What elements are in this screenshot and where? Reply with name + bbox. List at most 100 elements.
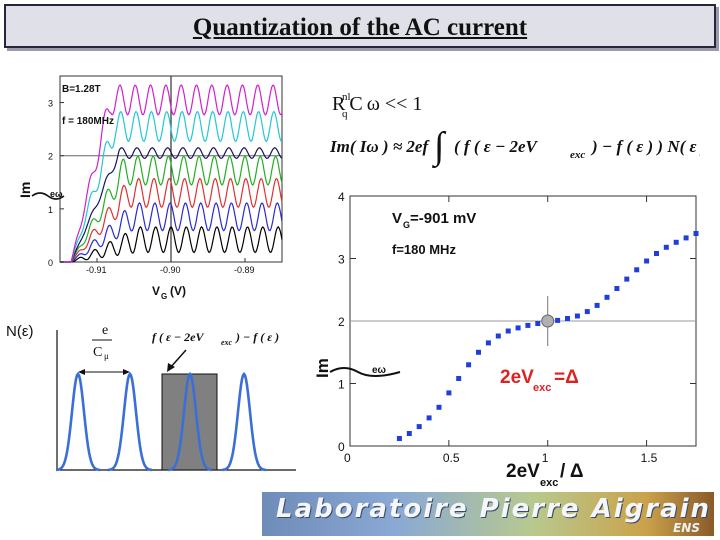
data-point bbox=[505, 328, 511, 334]
condition-sub: q bbox=[342, 108, 348, 120]
y-axis-label: Im bbox=[313, 358, 332, 378]
y-tick-label: 4 bbox=[338, 192, 345, 204]
series-line bbox=[60, 177, 283, 263]
data-point bbox=[604, 294, 610, 300]
dos-peak bbox=[107, 371, 153, 472]
x-tick-label: 0.5 bbox=[443, 451, 460, 465]
series-line bbox=[60, 226, 283, 263]
spacing-denominator-sub: μ bbox=[104, 351, 109, 361]
data-point bbox=[644, 258, 650, 264]
lab-banner-text: Laboratoire Pierre Aigrain bbox=[276, 494, 712, 524]
x-tick-label: 1.5 bbox=[641, 451, 658, 465]
annotation-gate-sub: G bbox=[403, 220, 410, 230]
integrand-tail: ) − f ( ε ) ) N( ε ) dε bbox=[590, 137, 700, 156]
x-tick-label: -0.90 bbox=[160, 265, 181, 275]
y-axis-annotation: eω bbox=[372, 365, 387, 376]
spacing-numerator: e bbox=[102, 323, 108, 338]
formula-area: R C ω << 1 nl q Im( Iω ) ≈ 2ef ∫ ( f ( ε… bbox=[329, 91, 700, 169]
x-axis-unit: (V) bbox=[170, 284, 186, 298]
lab-banner-sub: ENS bbox=[673, 521, 700, 535]
highlight-label: 2eV bbox=[500, 367, 534, 388]
data-point bbox=[446, 390, 452, 396]
x-axis-label-sub: exc bbox=[540, 477, 558, 489]
data-point bbox=[456, 376, 462, 381]
data-point bbox=[416, 424, 422, 430]
data-point bbox=[683, 235, 689, 241]
y-tick-label: 0 bbox=[48, 258, 53, 268]
series-line bbox=[60, 155, 283, 263]
spacing-denominator: C bbox=[93, 345, 102, 360]
condition-sup: nl bbox=[342, 91, 351, 103]
y-axis-brace bbox=[31, 192, 65, 200]
data-point bbox=[426, 415, 432, 421]
y-tick-label: 1 bbox=[48, 205, 53, 215]
x-axis-label: V bbox=[152, 284, 160, 298]
y-tick-label: 3 bbox=[338, 253, 345, 267]
x-axis-label-sub: G bbox=[161, 292, 167, 301]
series-group bbox=[60, 84, 283, 263]
data-point bbox=[515, 325, 521, 331]
data-point bbox=[466, 362, 472, 368]
data-point bbox=[614, 286, 620, 291]
y-tick-label: 1 bbox=[338, 378, 345, 392]
x-tick-label: 0 bbox=[344, 451, 351, 465]
condition-formula: R C ω << 1 bbox=[332, 93, 422, 115]
highlight-point bbox=[541, 314, 555, 328]
x-tick-label: 1 bbox=[542, 451, 549, 465]
im-lhs: Im( Iω ) ≈ 2ef bbox=[329, 137, 430, 156]
data-point bbox=[574, 313, 580, 319]
y-axis-label: Im bbox=[20, 182, 33, 198]
ac-current-vs-excitation-chart: 0 1 2 3 4 0 0.5 1 1.5 V G =-901 mV f=180 MHz Im… bbox=[313, 192, 699, 489]
slide-title: Quantization of the AC current bbox=[192, 14, 528, 41]
dos-peak bbox=[167, 371, 213, 472]
data-point bbox=[495, 333, 501, 339]
integral-sign: ∫ bbox=[432, 125, 447, 169]
density-label: N(ε) bbox=[6, 323, 34, 340]
pointer-arrow-line bbox=[169, 349, 187, 369]
annotation-frequency: f=180 MHz bbox=[392, 242, 456, 257]
integrand: ( f ( ε − 2eV bbox=[454, 137, 539, 156]
density-of-states-schematic: N(ε) e C μ f ( ε − 2eV exc ) − f ( ε ) bbox=[6, 323, 296, 472]
data-point bbox=[485, 340, 491, 346]
lab-banner: Laboratoire Pierre Aigrain ENS bbox=[262, 492, 714, 536]
series-line bbox=[60, 147, 283, 263]
data-point bbox=[555, 317, 561, 323]
highlight-label-tail: =Δ bbox=[554, 367, 579, 388]
data-point bbox=[663, 244, 669, 250]
data-point bbox=[673, 239, 679, 245]
schematic-window-label-tail: ) − f ( ε ) bbox=[235, 330, 279, 344]
data-points bbox=[396, 231, 699, 441]
pointer-arrowhead bbox=[167, 363, 175, 372]
x-axis-label-tail: / Δ bbox=[560, 461, 584, 482]
dos-peak bbox=[221, 371, 267, 472]
y-tick-label: 0 bbox=[338, 440, 345, 454]
y-tick-label: 3 bbox=[48, 99, 53, 109]
y-tick-labels: 0 1 2 3 4 bbox=[338, 192, 345, 454]
data-point bbox=[624, 276, 630, 282]
data-point bbox=[634, 267, 640, 273]
integrand-sub: exc bbox=[570, 149, 585, 161]
data-point bbox=[654, 251, 659, 256]
data-point bbox=[396, 436, 402, 441]
dos-peaks bbox=[55, 371, 267, 472]
spacing-arrowhead-left bbox=[78, 369, 85, 375]
series-line bbox=[60, 110, 282, 263]
data-point bbox=[476, 349, 481, 355]
data-point bbox=[525, 322, 531, 328]
x-tick-labels: -0.91 -0.90 -0.89 bbox=[86, 258, 255, 275]
series-line bbox=[60, 84, 283, 263]
tick-marks bbox=[349, 195, 696, 447]
x-tick-label: -0.89 bbox=[234, 265, 255, 275]
annotation-field: B=1.28T bbox=[62, 84, 101, 95]
occupation-window bbox=[161, 373, 218, 471]
series-line bbox=[60, 202, 283, 263]
annotation-gate-voltage: V bbox=[392, 210, 402, 227]
spacing-arrowhead-right bbox=[123, 369, 130, 375]
data-point bbox=[584, 309, 590, 315]
y-axis-brace bbox=[329, 367, 401, 377]
data-point bbox=[406, 431, 412, 436]
x-tick-label: -0.91 bbox=[86, 265, 107, 275]
annotation-frequency: f = 180MHz bbox=[62, 116, 114, 127]
data-point bbox=[436, 404, 442, 410]
